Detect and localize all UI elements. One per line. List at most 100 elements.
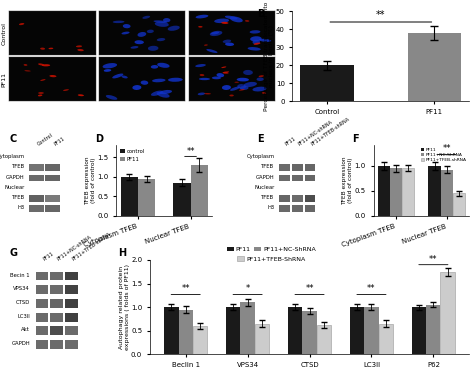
- Ellipse shape: [102, 63, 117, 68]
- Ellipse shape: [247, 47, 261, 51]
- Ellipse shape: [222, 85, 231, 90]
- Text: C: C: [9, 134, 17, 144]
- Bar: [50, 285, 63, 294]
- Bar: [428, 166, 441, 216]
- Ellipse shape: [243, 70, 253, 75]
- Ellipse shape: [230, 87, 240, 91]
- Bar: [193, 326, 207, 354]
- Text: **: **: [305, 285, 314, 294]
- Ellipse shape: [38, 94, 42, 96]
- Text: LC3II: LC3II: [17, 314, 30, 319]
- Ellipse shape: [214, 19, 229, 23]
- Ellipse shape: [154, 21, 167, 23]
- Bar: [240, 303, 255, 354]
- Bar: [292, 205, 303, 212]
- Bar: [453, 193, 465, 216]
- Bar: [441, 170, 453, 216]
- Text: **: **: [376, 10, 385, 20]
- Bar: [279, 175, 290, 181]
- Text: B: B: [257, 9, 264, 19]
- Y-axis label: Control: Control: [2, 22, 7, 45]
- Bar: [173, 182, 191, 216]
- Ellipse shape: [259, 75, 264, 77]
- Ellipse shape: [157, 38, 165, 41]
- Ellipse shape: [244, 82, 257, 87]
- Ellipse shape: [151, 91, 163, 96]
- Text: **: **: [367, 285, 376, 294]
- Text: GAPDH: GAPDH: [11, 341, 30, 346]
- Bar: [46, 195, 60, 201]
- Text: PF11: PF11: [42, 251, 55, 262]
- Ellipse shape: [204, 44, 208, 46]
- Ellipse shape: [211, 32, 219, 34]
- Title: TFEB: TFEB: [45, 5, 60, 10]
- Bar: [305, 195, 316, 201]
- Text: PF11: PF11: [284, 136, 297, 147]
- Ellipse shape: [245, 20, 249, 22]
- Text: F: F: [353, 134, 359, 144]
- Bar: [288, 307, 302, 354]
- Ellipse shape: [225, 43, 234, 46]
- Bar: [305, 175, 316, 181]
- Ellipse shape: [137, 32, 146, 37]
- Bar: [279, 195, 290, 201]
- Ellipse shape: [49, 75, 56, 77]
- Ellipse shape: [132, 85, 141, 90]
- Ellipse shape: [235, 82, 239, 83]
- Text: GAPDH: GAPDH: [6, 175, 25, 179]
- Bar: [292, 164, 303, 171]
- Ellipse shape: [19, 23, 24, 25]
- Ellipse shape: [160, 90, 172, 94]
- Ellipse shape: [256, 78, 264, 81]
- Text: H3: H3: [18, 205, 25, 210]
- Bar: [50, 326, 63, 335]
- Bar: [440, 272, 455, 354]
- Text: Nuclear: Nuclear: [4, 185, 25, 190]
- Bar: [36, 272, 48, 280]
- Bar: [279, 164, 290, 171]
- Ellipse shape: [121, 75, 128, 78]
- Text: Becin 1: Becin 1: [10, 273, 30, 278]
- Y-axis label: Percentage of TFEB translocated into
nucleus in Beclin (%): Percentage of TFEB translocated into nuc…: [264, 1, 274, 111]
- Ellipse shape: [163, 18, 170, 22]
- Bar: [390, 168, 402, 216]
- Bar: [179, 310, 193, 354]
- Bar: [65, 285, 78, 294]
- Text: TFEB: TFEB: [11, 195, 25, 200]
- Bar: [36, 313, 48, 322]
- Bar: [292, 195, 303, 201]
- Ellipse shape: [200, 74, 204, 76]
- Ellipse shape: [106, 95, 118, 100]
- Text: PF11+TFEB-shRNA: PF11+TFEB-shRNA: [310, 116, 351, 147]
- Ellipse shape: [135, 40, 144, 44]
- Text: GAPDH: GAPDH: [256, 175, 274, 179]
- Bar: [426, 305, 440, 354]
- Text: D: D: [95, 134, 103, 144]
- Ellipse shape: [38, 92, 44, 94]
- Ellipse shape: [63, 90, 69, 91]
- Ellipse shape: [155, 22, 169, 27]
- Legend: PF11, PF11+NC-ShRNA, PF11+TFEB-shRNA: PF11, PF11+NC-ShRNA, PF11+TFEB-shRNA: [420, 148, 467, 163]
- Y-axis label: Autophagy related protein
expressions ( folds of PF11): Autophagy related protein expressions ( …: [118, 264, 129, 350]
- Bar: [350, 307, 365, 354]
- Bar: [65, 272, 78, 280]
- Text: H3: H3: [267, 205, 274, 210]
- Ellipse shape: [148, 46, 158, 51]
- Bar: [408, 33, 461, 101]
- Bar: [29, 205, 44, 212]
- Text: TFEB: TFEB: [11, 164, 25, 169]
- Ellipse shape: [198, 26, 202, 28]
- Bar: [365, 307, 379, 354]
- Bar: [36, 285, 48, 294]
- Bar: [46, 175, 60, 181]
- Text: TFEB: TFEB: [261, 164, 274, 169]
- Bar: [65, 340, 78, 349]
- Text: **: **: [429, 255, 438, 264]
- Text: Cytoplasm: Cytoplasm: [0, 154, 25, 159]
- Legend: PF11+TFEB-ShRNA: PF11+TFEB-ShRNA: [235, 254, 308, 264]
- Ellipse shape: [254, 43, 260, 45]
- Text: Nuclear: Nuclear: [254, 185, 274, 190]
- Text: PF11+NC-shRNA: PF11+NC-shRNA: [297, 119, 334, 147]
- Ellipse shape: [112, 73, 123, 78]
- Bar: [36, 326, 48, 335]
